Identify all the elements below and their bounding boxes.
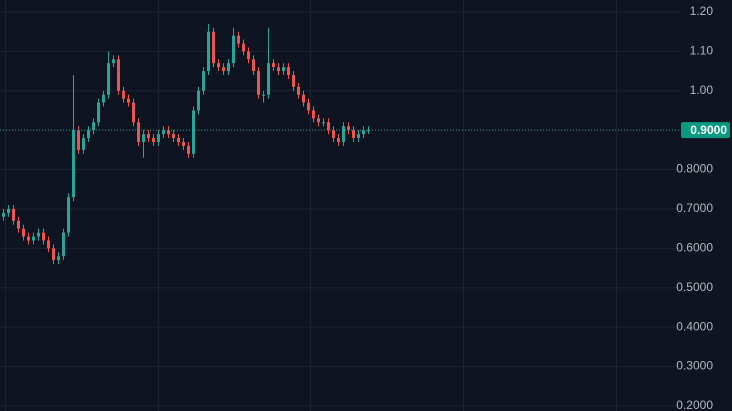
candle-body (212, 31, 215, 64)
candle-body (122, 90, 125, 99)
y-tick-label: 0.8000 (676, 162, 713, 176)
candle-body (17, 220, 20, 229)
vertical-grid (5, 0, 617, 411)
candle-body (237, 35, 240, 44)
candle-body (317, 118, 320, 123)
candle-body (242, 43, 245, 52)
candle-body (307, 102, 310, 111)
candle-body (227, 63, 230, 72)
candle-body (197, 90, 200, 111)
candle-body (152, 138, 155, 142)
candle-body (187, 145, 190, 154)
candle-body (2, 212, 5, 217)
candle-body (142, 134, 145, 142)
candle-body (347, 126, 350, 131)
candle-body (342, 126, 345, 142)
y-tick-label: 0.4000 (676, 319, 713, 333)
candle-body (107, 63, 110, 95)
candle-body (202, 71, 205, 91)
candle-body (42, 232, 45, 241)
candle-body (72, 130, 75, 198)
candle-body (332, 130, 335, 139)
candle-body (117, 59, 120, 91)
y-tick-label: 0.7000 (676, 201, 713, 215)
candle-body (137, 122, 140, 142)
candle-body (327, 122, 330, 131)
y-tick-label: 1.20 (690, 4, 714, 18)
candle-body (162, 130, 165, 135)
candle-body (322, 122, 325, 124)
candle-body (27, 236, 30, 241)
candle-body (132, 102, 135, 123)
candle-body (262, 94, 265, 96)
candle-body (112, 59, 115, 64)
candle-body (87, 130, 90, 139)
last-price-label: 0.9000 (690, 123, 727, 137)
candle-body (92, 122, 95, 131)
y-tick-label: 1.00 (690, 83, 714, 97)
candle-body (292, 75, 295, 87)
candle-body (82, 138, 85, 150)
candle-body (12, 208, 15, 221)
candle-body (127, 98, 130, 103)
candle-body (62, 232, 65, 257)
candle-body (297, 86, 300, 95)
candle-body (282, 67, 285, 72)
candle-body (252, 59, 255, 72)
candle-body (102, 94, 105, 103)
candle-body (352, 130, 355, 139)
candle-body (97, 102, 100, 123)
candle-body (367, 130, 370, 132)
candle-body (77, 130, 80, 150)
y-tick-label: 0.5000 (676, 280, 713, 294)
candle-body (217, 63, 220, 68)
candle-body (232, 35, 235, 64)
candle-body (22, 228, 25, 237)
y-tick-label: 0.3000 (676, 359, 713, 373)
candle-body (257, 71, 260, 95)
candle-body (272, 63, 275, 68)
candle-body (312, 110, 315, 119)
candle-body (247, 51, 250, 60)
y-tick-label: 0.2000 (676, 398, 713, 411)
y-tick-label: 1.10 (690, 44, 714, 58)
candle-body (182, 141, 185, 146)
candle-body (32, 236, 35, 241)
candle-body (172, 134, 175, 139)
candle-body (157, 134, 160, 142)
candle-body (302, 94, 305, 103)
candle-body (57, 256, 60, 261)
candle-body (337, 138, 340, 142)
candle-body (362, 130, 365, 135)
candle-body (37, 232, 40, 237)
candle-body (192, 110, 195, 154)
candle-body (67, 197, 70, 233)
candle-body (357, 134, 360, 139)
candle-body (222, 67, 225, 72)
candle-body (287, 67, 290, 76)
candle-body (177, 138, 180, 142)
last-price-box (681, 122, 730, 139)
candle-body (147, 134, 150, 139)
candle-body (277, 67, 280, 72)
candle-body (47, 240, 50, 249)
candle-body (167, 130, 170, 135)
candle-body (7, 208, 10, 213)
candle-body (52, 248, 55, 261)
candle-body (267, 63, 270, 95)
y-tick-label: 0.6000 (676, 241, 713, 255)
candle-body (207, 31, 210, 72)
